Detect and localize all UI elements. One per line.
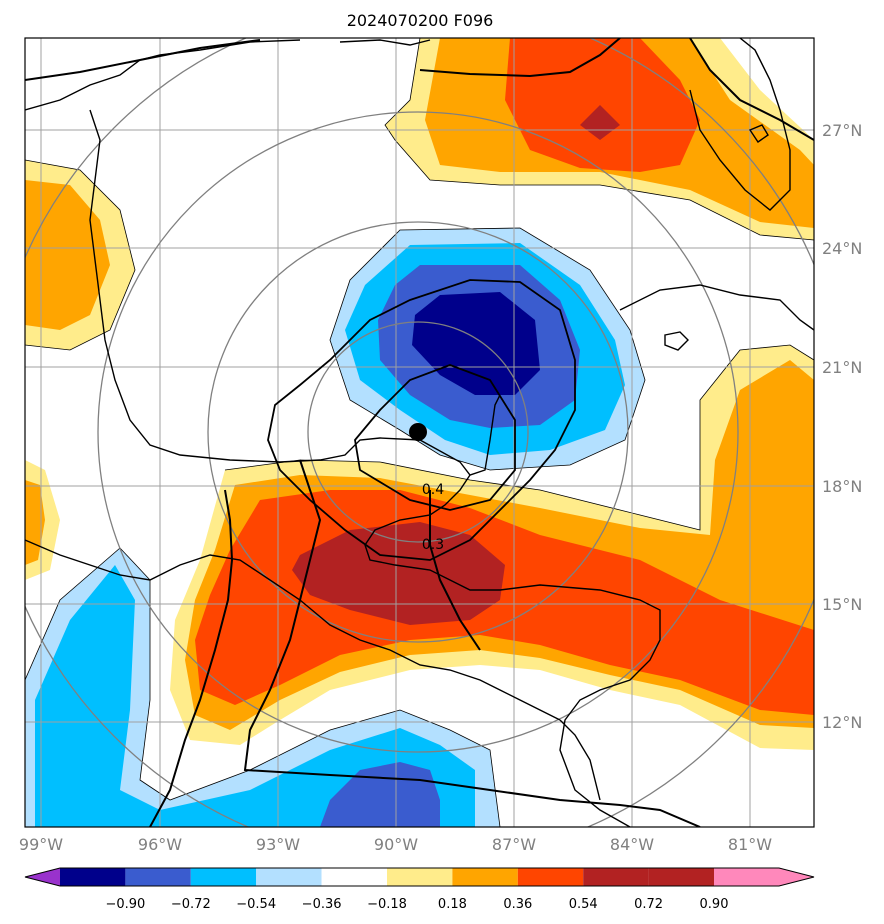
- colorbar-label-8: 0.54: [569, 897, 598, 912]
- lat-tick-labels: 27°N 24°N 21°N 18°N 15°N 12°N: [822, 121, 862, 732]
- colorbar-label-9: 0.72: [634, 897, 663, 912]
- anomaly-positive-west: [25, 160, 135, 580]
- colorbar-label-6: 0.18: [438, 897, 467, 912]
- storm-center-marker: [409, 423, 427, 441]
- coastlines: [25, 38, 814, 827]
- colorbar-segment-3: [190, 868, 257, 886]
- anomaly-positive-north: [385, 38, 814, 240]
- lat-tick-24N: 24°N: [822, 239, 862, 258]
- colorbar-label-2: −0.72: [171, 897, 211, 912]
- colorbar-label-1: −0.90: [105, 897, 145, 912]
- lon-tick-81W: 81°W: [728, 835, 772, 854]
- thick-contours: [267, 279, 576, 561]
- lon-tick-93W: 93°W: [256, 835, 300, 854]
- map-area: 0.4 0.3: [25, 38, 814, 827]
- colorbar-segment-9: [583, 868, 649, 886]
- anomaly-positive-south: [170, 345, 814, 750]
- colorbar-outline: [24, 867, 815, 887]
- contour-label-0.3: 0.3: [422, 537, 444, 553]
- colorbar-segment-2: [125, 868, 191, 886]
- colorbar-label-4: −0.36: [302, 897, 342, 912]
- lon-tick-labels: 99°W 96°W 93°W 90°W 87°W 84°W 81°W: [19, 835, 772, 854]
- colorbar-label-5: −0.18: [367, 897, 407, 912]
- colorbar-segment-11: [714, 868, 779, 886]
- figure-title: 2024070200 F096: [347, 11, 494, 30]
- colorbar-segment-10: [648, 868, 714, 886]
- colorbar-segment-5: [321, 868, 387, 886]
- colorbar-label-10: 0.90: [700, 897, 729, 912]
- lat-tick-27N: 27°N: [822, 121, 862, 140]
- anomaly-negative-southwest: [25, 548, 500, 827]
- lon-tick-84W: 84°W: [610, 835, 654, 854]
- colorbar-label-3: −0.54: [236, 897, 276, 912]
- range-rings: [25, 38, 814, 827]
- colorbar-segment-6: [387, 868, 453, 886]
- map-frame: [24, 37, 815, 828]
- lat-tick-15N: 15°N: [822, 595, 862, 614]
- contour-label-0.4: 0.4: [422, 482, 444, 498]
- colorbar-extend-high: [779, 868, 814, 886]
- lat-tick-18N: 18°N: [822, 477, 862, 496]
- anomaly-negative-center: [330, 228, 645, 470]
- colorbar-label-7: 0.36: [503, 897, 532, 912]
- lat-tick-21N: 21°N: [822, 358, 862, 377]
- lon-tick-99W: 99°W: [19, 835, 63, 854]
- colorbar-segment-8: [517, 868, 584, 886]
- colorbar: −0.90 −0.72 −0.54 −0.36 −0.18 0.18 0.36 …: [24, 867, 815, 912]
- boundaries: [25, 38, 814, 827]
- lat-tick-12N: 12°N: [822, 713, 862, 732]
- lon-tick-90W: 90°W: [374, 835, 418, 854]
- colorbar-segment-7: [452, 868, 518, 886]
- lon-tick-87W: 87°W: [492, 835, 536, 854]
- colorbar-extend-low: [25, 868, 60, 886]
- lon-tick-96W: 96°W: [138, 835, 182, 854]
- colorbar-segment-1: [60, 868, 126, 886]
- colorbar-segment-4: [256, 868, 322, 886]
- graticule: [25, 38, 814, 827]
